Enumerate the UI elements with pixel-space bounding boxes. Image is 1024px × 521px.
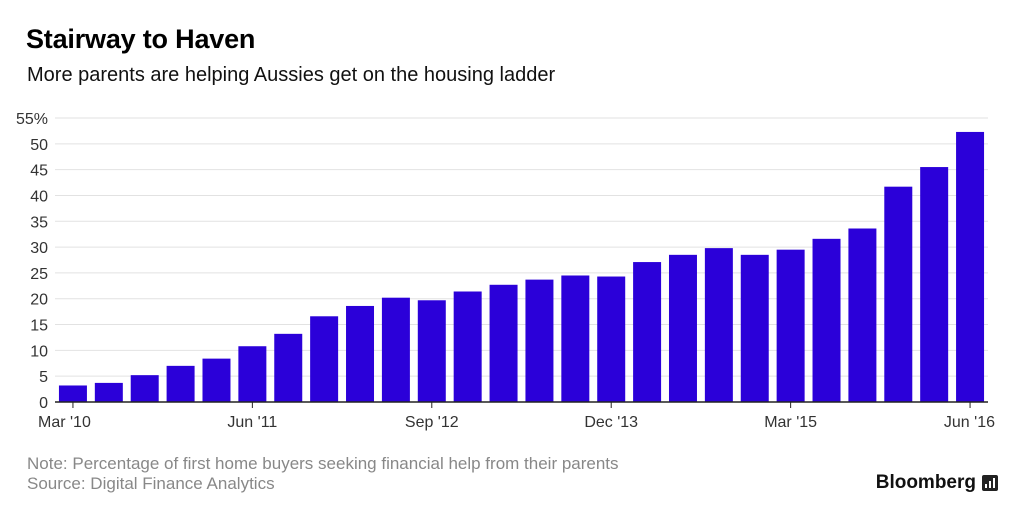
bar (238, 346, 267, 402)
bar (130, 375, 159, 402)
y-tick-label: 10 (30, 343, 48, 360)
x-tick-label: Dec '13 (584, 414, 638, 431)
x-tick-label: Sep '12 (405, 414, 459, 431)
y-tick-label: 25 (30, 266, 48, 283)
bar (94, 382, 123, 402)
bar (381, 297, 410, 402)
bar (525, 279, 554, 402)
bloomberg-chart-icon (982, 475, 998, 491)
bar (633, 262, 662, 402)
bar (704, 248, 733, 402)
x-tick-label: Mar '10 (38, 414, 91, 431)
bar (920, 167, 949, 402)
x-tick-label: Mar '15 (764, 414, 817, 431)
y-tick-label: 0 (39, 395, 48, 412)
bar (848, 228, 877, 402)
bar (561, 275, 590, 402)
bar (417, 300, 446, 402)
bar (166, 365, 195, 402)
y-tick-label: 40 (30, 188, 48, 205)
y-tick-label: 50 (30, 137, 48, 154)
bar (346, 305, 375, 402)
bar (884, 186, 913, 402)
chart-source: Source: Digital Finance Analytics (27, 474, 275, 493)
y-tick-label: 45 (30, 163, 48, 180)
bar (58, 385, 87, 402)
bars (58, 131, 985, 402)
chart-note: Note: Percentage of first home buyers se… (27, 454, 619, 473)
bar (956, 131, 985, 402)
brand-name: Bloomberg (875, 472, 976, 493)
bar (274, 333, 303, 402)
chart-subtitle: More parents are helping Aussies get on … (27, 64, 556, 86)
bar (489, 284, 518, 402)
y-tick-label: 20 (30, 292, 48, 309)
x-tick-label: Jun '16 (944, 414, 995, 431)
x-axis-ticks: Mar '10 Jun '11 Sep '12 Dec '13 Mar '15 Jun '… (38, 402, 995, 431)
gridlines (55, 117, 988, 377)
y-tick-label: 55% (16, 111, 48, 128)
x-tick-label: Jun '11 (227, 414, 277, 431)
bar-chart: 0 5 10 15 20 25 30 35 40 45 50 55% Mar '10 Jun '11 Se… (16, 111, 995, 431)
y-tick-label: 5 (39, 369, 48, 386)
chart-title: Stairway to Haven (26, 24, 256, 54)
bar (812, 238, 841, 402)
bar (668, 254, 697, 402)
bar (310, 316, 339, 402)
y-tick-label: 15 (30, 318, 48, 335)
y-tick-label: 35 (30, 214, 48, 231)
y-axis-tick-labels: 0 5 10 15 20 25 30 35 40 45 50 55% (16, 111, 48, 412)
y-tick-label: 30 (30, 240, 48, 257)
bar (740, 254, 769, 402)
bar (597, 276, 626, 402)
bloomberg-logo: Bloomberg (876, 472, 998, 494)
bar (453, 291, 482, 402)
bar (202, 358, 231, 402)
bar (776, 249, 805, 402)
